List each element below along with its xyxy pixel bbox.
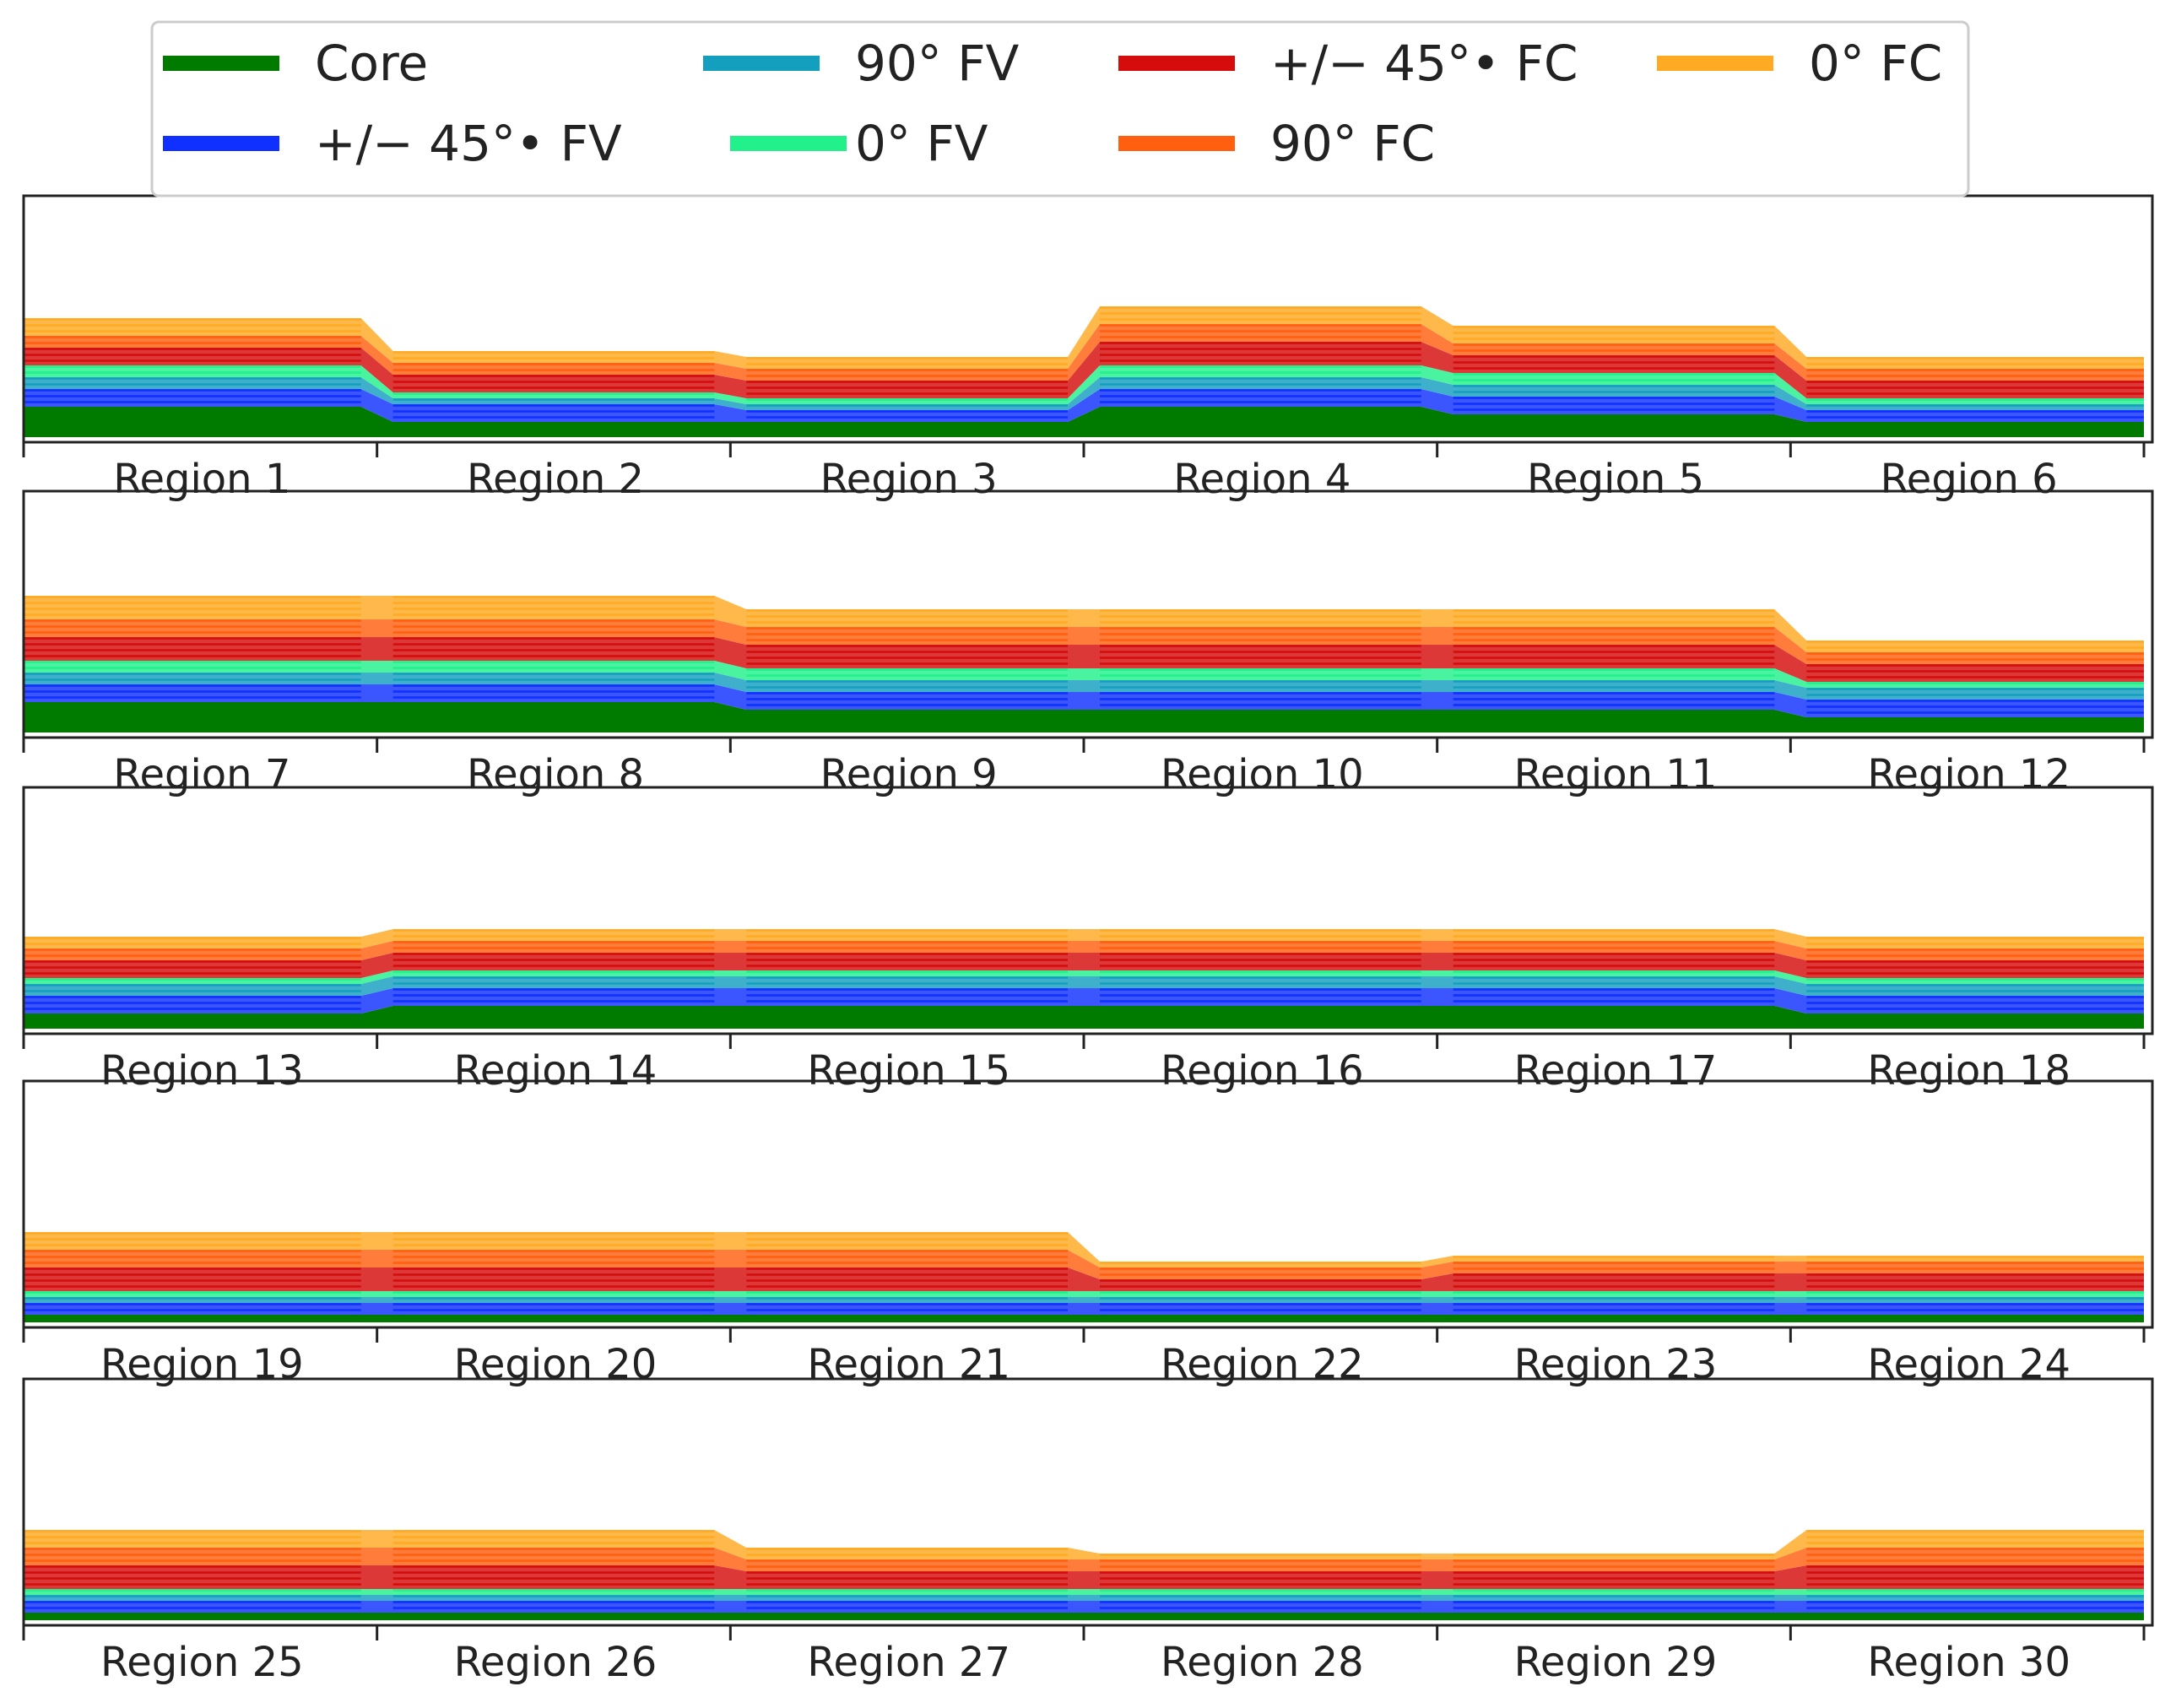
legend-label: +/− 45°• FV [315, 115, 622, 172]
region-label: Region 17 [1514, 1047, 1718, 1095]
region-label: Region 29 [1514, 1639, 1718, 1686]
panel-frame [22, 1377, 2154, 1627]
ply-band-deg90_fc-panel-2 [24, 619, 2144, 664]
region-label: Region 24 [1867, 1341, 2070, 1388]
legend-item-deg90_fc: 90° FC [1118, 115, 1435, 172]
region-label: Region 27 [807, 1639, 1010, 1686]
ply-band-deg0_fv-panel-3 [24, 970, 2144, 984]
region-label: Region 15 [807, 1047, 1010, 1095]
region-label: Region 13 [100, 1047, 304, 1095]
legend-item-pm45_fc: +/− 45°• FC [1118, 35, 1578, 92]
panel-5: Region 25 Region 26 Region 27 Region 28 Regi… [22, 1377, 2154, 1686]
region-label: Region 4 [1173, 456, 1351, 503]
region-label: Region 28 [1161, 1639, 1364, 1686]
region-label: Region 25 [100, 1639, 304, 1686]
region-label: Region 19 [100, 1341, 304, 1388]
panel-1: Region 1 Region 2 Region 3 Region 4 Region 5… [22, 194, 2154, 503]
legend-item-deg0_fv: 0° FV [730, 115, 988, 172]
region-label: Region 22 [1161, 1341, 1364, 1388]
region-label: Region 18 [1867, 1047, 2070, 1095]
ply-band-pm45_fv-panel-4 [24, 1303, 2144, 1315]
legend-swatch [163, 56, 279, 71]
ply-band-deg0_fc-panel-3 [24, 929, 2144, 949]
panel-4: Region 19 Region 20 Region 21 Region 22 Regi… [22, 1079, 2154, 1388]
panel-2: Region 7 Region 8 Region 9 Region 10 Region … [22, 489, 2154, 798]
region-label: Region 21 [807, 1341, 1010, 1388]
panel-frame [22, 489, 2154, 739]
legend-label: 0° FC [1809, 35, 1942, 92]
ply-band-pm45_fv-panel-5 [24, 1601, 2144, 1613]
legend-label: 0° FV [855, 115, 988, 172]
legend-swatch [703, 56, 820, 71]
panel-frame [22, 1079, 2154, 1329]
legend-item-core: Core [163, 35, 428, 92]
region-label: Region 23 [1514, 1341, 1718, 1388]
legend-swatch [1657, 56, 1773, 71]
region-label: Region 26 [454, 1639, 658, 1686]
region-label: Region 3 [820, 456, 998, 503]
ply-band-core-panel-4 [24, 1315, 2144, 1322]
region-label: Region 7 [113, 751, 290, 798]
legend-label: Core [315, 35, 428, 92]
ply-band-core-panel-3 [24, 1006, 2144, 1029]
ply-band-core-panel-5 [24, 1613, 2144, 1620]
region-label: Region 20 [454, 1341, 658, 1388]
region-label: Region 8 [467, 751, 644, 798]
region-label: Region 11 [1514, 751, 1718, 798]
legend-swatch [163, 136, 279, 151]
region-label: Region 6 [1881, 456, 2058, 503]
legend-item-pm45_fv: +/− 45°• FV [163, 115, 622, 172]
ply-band-pm45_fc-panel-2 [24, 637, 2144, 682]
legend-label: 90° FV [855, 35, 1020, 92]
ply-band-deg90_fv-panel-3 [24, 976, 2144, 996]
region-label: Region 2 [467, 456, 644, 503]
region-label: Region 16 [1161, 1047, 1364, 1095]
region-label: Region 9 [820, 751, 998, 798]
legend-item-deg90_fv: 90° FV [703, 35, 1020, 92]
region-label: Region 12 [1867, 751, 2070, 798]
legend-swatch [1118, 136, 1235, 151]
legend-label: +/− 45°• FC [1270, 35, 1578, 92]
region-label: Region 30 [1867, 1639, 2070, 1686]
legend-label: 90° FC [1270, 115, 1435, 172]
ply-band-deg90_fc-panel-3 [24, 941, 2144, 960]
ply-band-deg90_fc-panel-1 [24, 324, 2144, 381]
panels: Region 1 Region 2 Region 3 Region 4 Region 5… [22, 194, 2154, 1686]
region-label: Region 1 [113, 456, 290, 503]
legend-swatch [730, 136, 847, 151]
legend: Core +/− 45°• FV 90° FV 0° FV +/− 45°• FC 90°… [150, 20, 1970, 197]
region-label: Region 5 [1527, 456, 1704, 503]
region-label: Region 14 [454, 1047, 658, 1095]
legend-box [150, 20, 1970, 197]
panel-frame [22, 786, 2154, 1035]
ply-band-deg0_fc-panel-4 [24, 1232, 2144, 1267]
panel-3: Region 13 Region 14 Region 15 Region 16 Regi… [22, 786, 2154, 1095]
legend-item-deg0_fc: 0° FC [1657, 35, 1942, 92]
region-label: Region 10 [1161, 751, 1364, 798]
legend-swatch [1118, 56, 1235, 71]
